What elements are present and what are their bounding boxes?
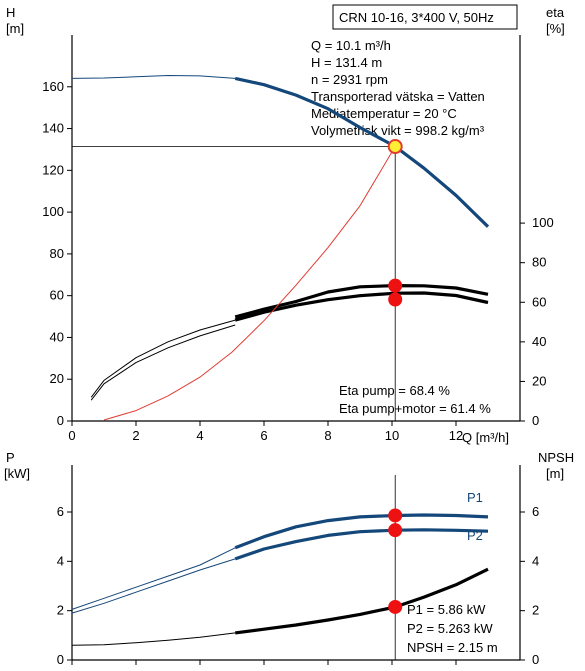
power-readout: P1 = 5.86 kW P2 = 5.263 kW NPSH = 2.15 m (407, 602, 498, 655)
y-tick-label-left: 60 (50, 288, 64, 303)
data-point-marker (388, 599, 403, 614)
eta-pump-text: Eta pump = 68.4 % (339, 383, 450, 398)
info-block: Q = 10.1 m³/h H = 131.4 m n = 2931 rpm T… (311, 38, 485, 138)
series-line-thin (71, 558, 236, 614)
y-tick-label-left: 100 (42, 204, 64, 219)
info-line: Volymetrisk vikt = 998.2 kg/m³ (311, 123, 485, 138)
x-tick-label: 6 (260, 428, 267, 443)
y-tick-label-right: 100 (532, 215, 554, 230)
info-line: n = 2931 rpm (311, 72, 388, 87)
y-tick-label-left: 20 (50, 371, 64, 386)
y-tick-label-left: 0 (57, 652, 64, 667)
top-left-axis-label-line2: [m] (6, 21, 24, 36)
series-line-thick (234, 284, 489, 319)
series-line-thick (234, 567, 489, 635)
y-tick-label-right: 2 (532, 603, 539, 618)
x-tick-label: 0 (68, 428, 75, 443)
series-line-thick (234, 528, 489, 561)
top-right-axis-label-line2: [%] (546, 21, 565, 36)
y-tick-label-left: 120 (42, 162, 64, 177)
eta-pump-motor-text: Eta pump+motor = 61.4 % (339, 401, 491, 416)
y-tick-label-left: 4 (57, 553, 64, 568)
y-tick-label-left: 6 (57, 504, 64, 519)
info-line: P1 = 5.86 kW (407, 602, 486, 617)
x-tick-label: 8 (324, 428, 331, 443)
top-chart: CRN 10-16, 3*400 V, 50Hz H [m] eta [%] Q… (6, 4, 565, 445)
bottom-right-axis-label-line2: [m] (546, 466, 564, 481)
y-tick-label-right: 6 (532, 504, 539, 519)
bottom-left-axis-label-line1: P (6, 450, 15, 465)
series-line-thick (234, 76, 490, 228)
x-tick-label: 4 (196, 428, 203, 443)
y-tick-label-left: 80 (50, 246, 64, 261)
series-line-thin (103, 146, 396, 421)
y-tick-label-right: 40 (532, 334, 546, 349)
info-line: P2 = 5.263 kW (407, 621, 493, 636)
data-point-marker (388, 278, 403, 293)
top-plot-area: 0 20 40 60 80 100 120 140 160 0 20 40 60 80 100 0 2 4 6 8 10… (42, 35, 554, 443)
y-tick-label-left: 2 (57, 603, 64, 618)
x-tick-label: 2 (132, 428, 139, 443)
top-left-axis-label-line1: H (6, 5, 15, 20)
efficiency-readout: Eta pump = 68.4 % Eta pump+motor = 61.4 … (339, 383, 491, 416)
data-point-marker (388, 508, 403, 523)
y-tick-label-left: 140 (42, 121, 64, 136)
top-right-axis-label-line1: eta (546, 5, 565, 20)
y-tick-label-right: 4 (532, 553, 539, 568)
x-axis-label: Q [m³/h] (462, 430, 509, 445)
y-tick-label-right: 0 (532, 413, 539, 428)
series-line-thin (71, 632, 236, 646)
series-line-thick (234, 291, 489, 322)
y-tick-label-left: 160 (42, 79, 64, 94)
info-line: Transporterad vätska = Vatten (311, 89, 485, 104)
y-tick-label-right: 20 (532, 373, 546, 388)
y-tick-label-left: 0 (57, 413, 64, 428)
chart-title: CRN 10-16, 3*400 V, 50Hz (339, 10, 494, 25)
title-box (332, 4, 518, 30)
info-line: NPSH = 2.15 m (407, 640, 498, 655)
series-label-p1: P1 (467, 490, 483, 505)
bottom-right-axis-label-line1: NPSH (538, 450, 574, 465)
y-tick-label-left: 40 (50, 329, 64, 344)
data-point-marker (388, 523, 403, 538)
y-tick-label-right: 80 (532, 255, 546, 270)
x-tick-label: 10 (385, 428, 399, 443)
info-line: H = 131.4 m (311, 55, 382, 70)
series-line-thick (234, 513, 489, 550)
y-tick-label-right: 60 (532, 294, 546, 309)
duty-point-marker (387, 139, 403, 155)
series-line-thin (90, 324, 236, 401)
bottom-left-axis-label-line2: [kW] (4, 466, 30, 481)
info-line: Q = 10.1 m³/h (311, 38, 391, 53)
info-line: Mediatemperatur = 20 °C (311, 106, 457, 121)
bottom-chart: P [kW] NPSH [m] P1 P2 P1 = 5.86 kW P2 = … (4, 450, 574, 655)
series-line-thin (71, 75, 236, 79)
y-tick-label-right: 0 (532, 652, 539, 667)
data-point-marker (388, 292, 403, 307)
series-line-thin (90, 319, 236, 398)
bottom-plot-area: 0 2 4 6 0 2 4 6 (57, 465, 539, 667)
series-line-thin (71, 547, 236, 610)
x-tick-label: 12 (449, 428, 463, 443)
